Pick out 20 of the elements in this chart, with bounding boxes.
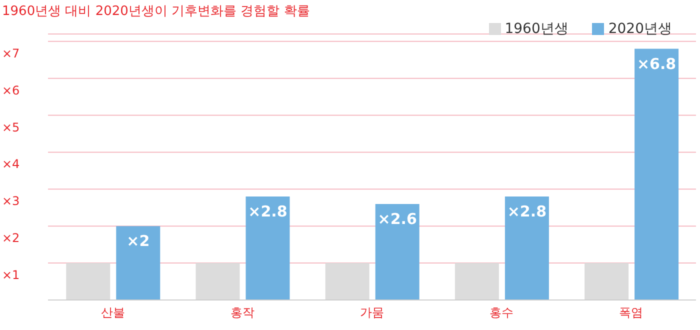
x-tick-label: 폭염 <box>619 306 644 320</box>
y-tick-label: ×1 <box>2 268 20 282</box>
legend-label: 2020년생 <box>608 21 672 37</box>
data-label: ×2 <box>126 232 150 250</box>
x-tick-label: 가뭄 <box>360 306 384 320</box>
data-label: ×6.8 <box>636 54 676 73</box>
y-tick-label: ×5 <box>2 120 20 134</box>
legend-label: 1960년생 <box>504 21 568 37</box>
x-tick-label: 홍수 <box>490 306 514 320</box>
y-tick-label: ×4 <box>2 157 20 172</box>
data-label: ×2.8 <box>248 202 288 221</box>
y-tick-label: ×3 <box>2 194 20 208</box>
y-tick-label: ×7 <box>2 46 20 60</box>
x-tick-label: 홍작 <box>230 306 254 320</box>
chart-title: 1960년생 대비 2020년생이 기후변화를 경험할 확률 <box>2 3 310 20</box>
x-tick-label: 산불 <box>100 306 125 320</box>
y-tick-label: ×2 <box>2 231 20 246</box>
y-tick-label: ×6 <box>2 83 20 98</box>
data-label: ×2.8 <box>507 202 547 221</box>
data-label: ×2.6 <box>378 210 417 228</box>
